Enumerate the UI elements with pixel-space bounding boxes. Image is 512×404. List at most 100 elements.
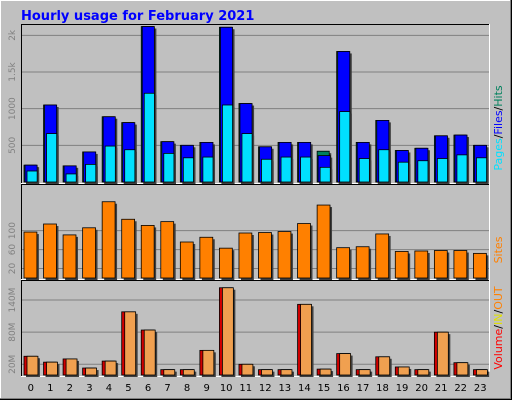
bar-pages-hour-2 bbox=[65, 173, 77, 183]
bar-sites-hour-16 bbox=[336, 247, 350, 279]
bar-sites-hour-22 bbox=[453, 250, 468, 279]
bar-volume-out-hour-5 bbox=[124, 311, 137, 376]
bar-pages-hour-17 bbox=[358, 158, 370, 183]
bar-volume-out-hour-2 bbox=[65, 358, 78, 376]
bar-pages-hour-10 bbox=[222, 104, 233, 183]
bar-pages-hour-11 bbox=[241, 133, 253, 183]
x-tick-label-hour-18: 18 bbox=[376, 383, 389, 394]
bar-sites-hour-4 bbox=[101, 201, 116, 279]
bar-volume-out-hour-15 bbox=[319, 368, 332, 376]
x-tick-label-hour-16: 16 bbox=[337, 383, 350, 394]
bar-volume-out-hour-16 bbox=[339, 353, 352, 376]
panel-1-tick-label: 1000 bbox=[8, 97, 18, 120]
bar-sites-hour-8 bbox=[179, 241, 194, 279]
bar-volume-out-hour-22 bbox=[456, 362, 469, 376]
bar-sites-hour-20 bbox=[414, 250, 429, 279]
bar-pages-hour-16 bbox=[339, 111, 351, 183]
bar-volume-out-hour-1 bbox=[46, 361, 58, 376]
bar-volume-out-hour-9 bbox=[202, 349, 215, 376]
panel-2-tick-label: 60 bbox=[8, 244, 18, 256]
bar-volume-out-hour-19 bbox=[397, 366, 410, 376]
bar-volume-out-hour-4 bbox=[104, 360, 117, 376]
x-tick-label-hour-19: 19 bbox=[396, 383, 409, 394]
bar-volume-out-hour-7 bbox=[163, 369, 176, 376]
x-tick-label-hour-13: 13 bbox=[278, 383, 291, 394]
bar-sites-hour-0 bbox=[23, 231, 38, 279]
panel-3-tick-label: 80M bbox=[8, 323, 18, 342]
bar-sites-hour-19 bbox=[394, 251, 409, 279]
bar-pages-hour-22 bbox=[456, 154, 468, 183]
bar-sites-hour-11 bbox=[238, 232, 253, 279]
panel-1-tick-label: 2k bbox=[8, 29, 18, 41]
panel1-legend-part: Files bbox=[492, 110, 505, 134]
x-tick-label-hour-4: 4 bbox=[106, 383, 112, 394]
bar-pages-hour-18 bbox=[378, 149, 390, 183]
bar-volume-out-hour-14 bbox=[300, 303, 312, 376]
panel3-legend: Volume/IN/OUT bbox=[492, 286, 505, 370]
bar-pages-hour-19 bbox=[397, 161, 409, 183]
bar-sites-hour-21 bbox=[433, 250, 448, 279]
bar-sites-hour-17 bbox=[355, 246, 370, 279]
panel-2-tick-label: 100 bbox=[8, 222, 18, 239]
panel1-legend-part: Hits bbox=[492, 85, 505, 107]
x-tick-label-hour-6: 6 bbox=[145, 383, 151, 394]
bar-pages-hour-7 bbox=[163, 152, 175, 183]
x-tick-label-hour-12: 12 bbox=[259, 383, 272, 394]
bar-pages-hour-1 bbox=[46, 133, 58, 183]
bar-volume-out-hour-10 bbox=[222, 287, 234, 376]
x-tick-label-hour-14: 14 bbox=[298, 383, 311, 394]
bar-pages-hour-8 bbox=[182, 157, 194, 183]
x-tick-label-hour-23: 23 bbox=[474, 383, 487, 394]
bar-sites-hour-15 bbox=[316, 204, 331, 279]
x-tick-label-hour-7: 7 bbox=[164, 383, 170, 394]
x-tick-label-hour-22: 22 bbox=[454, 383, 467, 394]
panel-3-tick-label: 140M bbox=[8, 288, 18, 313]
bar-sites-hour-3 bbox=[82, 227, 96, 279]
x-tick-label-hour-1: 1 bbox=[47, 383, 53, 394]
panel-2-tick-label: 20 bbox=[8, 263, 18, 275]
bar-sites-hour-7 bbox=[160, 221, 175, 279]
panel3-legend-part: / bbox=[492, 325, 505, 329]
panel-1-plot-area bbox=[21, 24, 490, 184]
panel-1-tick-label: 500 bbox=[8, 136, 18, 153]
bar-pages-hour-4 bbox=[104, 145, 116, 183]
panel-1-tick-label: 1.5k bbox=[8, 61, 18, 81]
panel1-legend-part: / bbox=[492, 134, 505, 138]
bar-pages-hour-5 bbox=[124, 149, 136, 183]
x-tick-label-hour-17: 17 bbox=[357, 383, 370, 394]
bar-sites-hour-13 bbox=[277, 231, 292, 279]
bar-volume-out-hour-17 bbox=[358, 369, 371, 376]
x-tick-label-hour-11: 11 bbox=[239, 383, 252, 394]
bar-pages-hour-0 bbox=[26, 170, 38, 183]
panel1-legend-part: / bbox=[492, 106, 505, 110]
bar-volume-out-hour-23 bbox=[476, 369, 488, 376]
x-tick-label-hour-8: 8 bbox=[184, 383, 190, 394]
x-tick-label-hour-5: 5 bbox=[125, 383, 131, 394]
x-tick-label-hour-0: 0 bbox=[28, 383, 34, 394]
bar-pages-hour-13 bbox=[280, 156, 292, 183]
x-tick-label-hour-2: 2 bbox=[67, 383, 73, 394]
bar-sites-hour-12 bbox=[258, 232, 272, 279]
x-tick-label-hour-20: 20 bbox=[415, 383, 428, 394]
bar-volume-out-hour-11 bbox=[241, 363, 254, 376]
x-tick-label-hour-10: 10 bbox=[220, 383, 233, 394]
panel-3-tick-label: 20M bbox=[8, 355, 18, 374]
bar-sites-hour-9 bbox=[199, 236, 214, 279]
bar-pages-hour-15 bbox=[319, 166, 331, 183]
x-tick-label-hour-3: 3 bbox=[86, 383, 92, 394]
bar-volume-out-hour-21 bbox=[436, 331, 449, 376]
bar-sites-hour-6 bbox=[140, 225, 155, 279]
bar-pages-hour-14 bbox=[300, 156, 312, 183]
bar-pages-hour-21 bbox=[436, 158, 448, 183]
bar-sites-hour-14 bbox=[297, 223, 311, 279]
panel2-legend: Sites bbox=[492, 236, 505, 263]
chart-title: Hourly usage for February 2021 bbox=[21, 9, 254, 24]
bar-sites-hour-23 bbox=[473, 252, 487, 279]
bar-volume-out-hour-13 bbox=[280, 369, 293, 376]
panel-2-plot-area bbox=[21, 184, 490, 280]
bar-pages-hour-20 bbox=[417, 160, 429, 183]
panel3-legend-part: / bbox=[492, 310, 505, 314]
